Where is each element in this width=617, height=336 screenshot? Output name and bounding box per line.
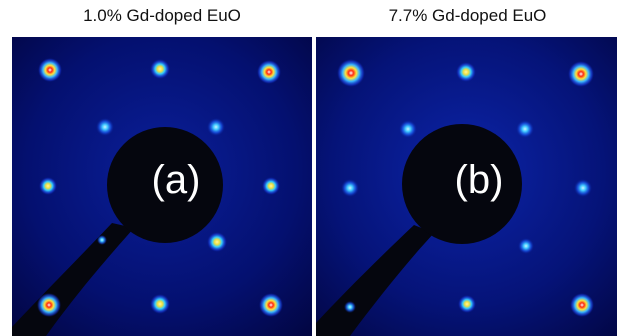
diffraction-spots-b [337,59,594,317]
spot [150,59,170,79]
spot [518,238,534,254]
diffraction-image-b: (b) [316,37,617,336]
spot [568,61,594,87]
spot [570,293,594,317]
spot [516,120,534,138]
panel-a-title: 1.0% Gd-doped EuO [83,6,241,25]
spot [38,58,62,82]
panel-a-label: (a) [151,158,201,202]
spot [337,59,365,87]
panel-b-label: (b) [454,158,504,202]
diffraction-spots-a [37,58,283,317]
spot [456,62,476,82]
spot [574,179,592,197]
spot [262,177,280,195]
spot [150,294,170,314]
diffraction-pattern-b [316,37,617,336]
spot [458,295,476,313]
spot [344,301,356,313]
spot [96,118,114,136]
spot [37,293,61,317]
diffraction-pattern-a [12,37,312,336]
spot [399,120,417,138]
spot [259,293,283,317]
spot [39,177,57,195]
spot [97,235,107,245]
spot [207,232,227,252]
spot [257,60,281,84]
spot [341,179,359,197]
panel-b-title: 7.7% Gd-doped EuO [388,6,547,25]
spot [207,118,225,136]
diffraction-image-a: (a) [12,37,312,336]
